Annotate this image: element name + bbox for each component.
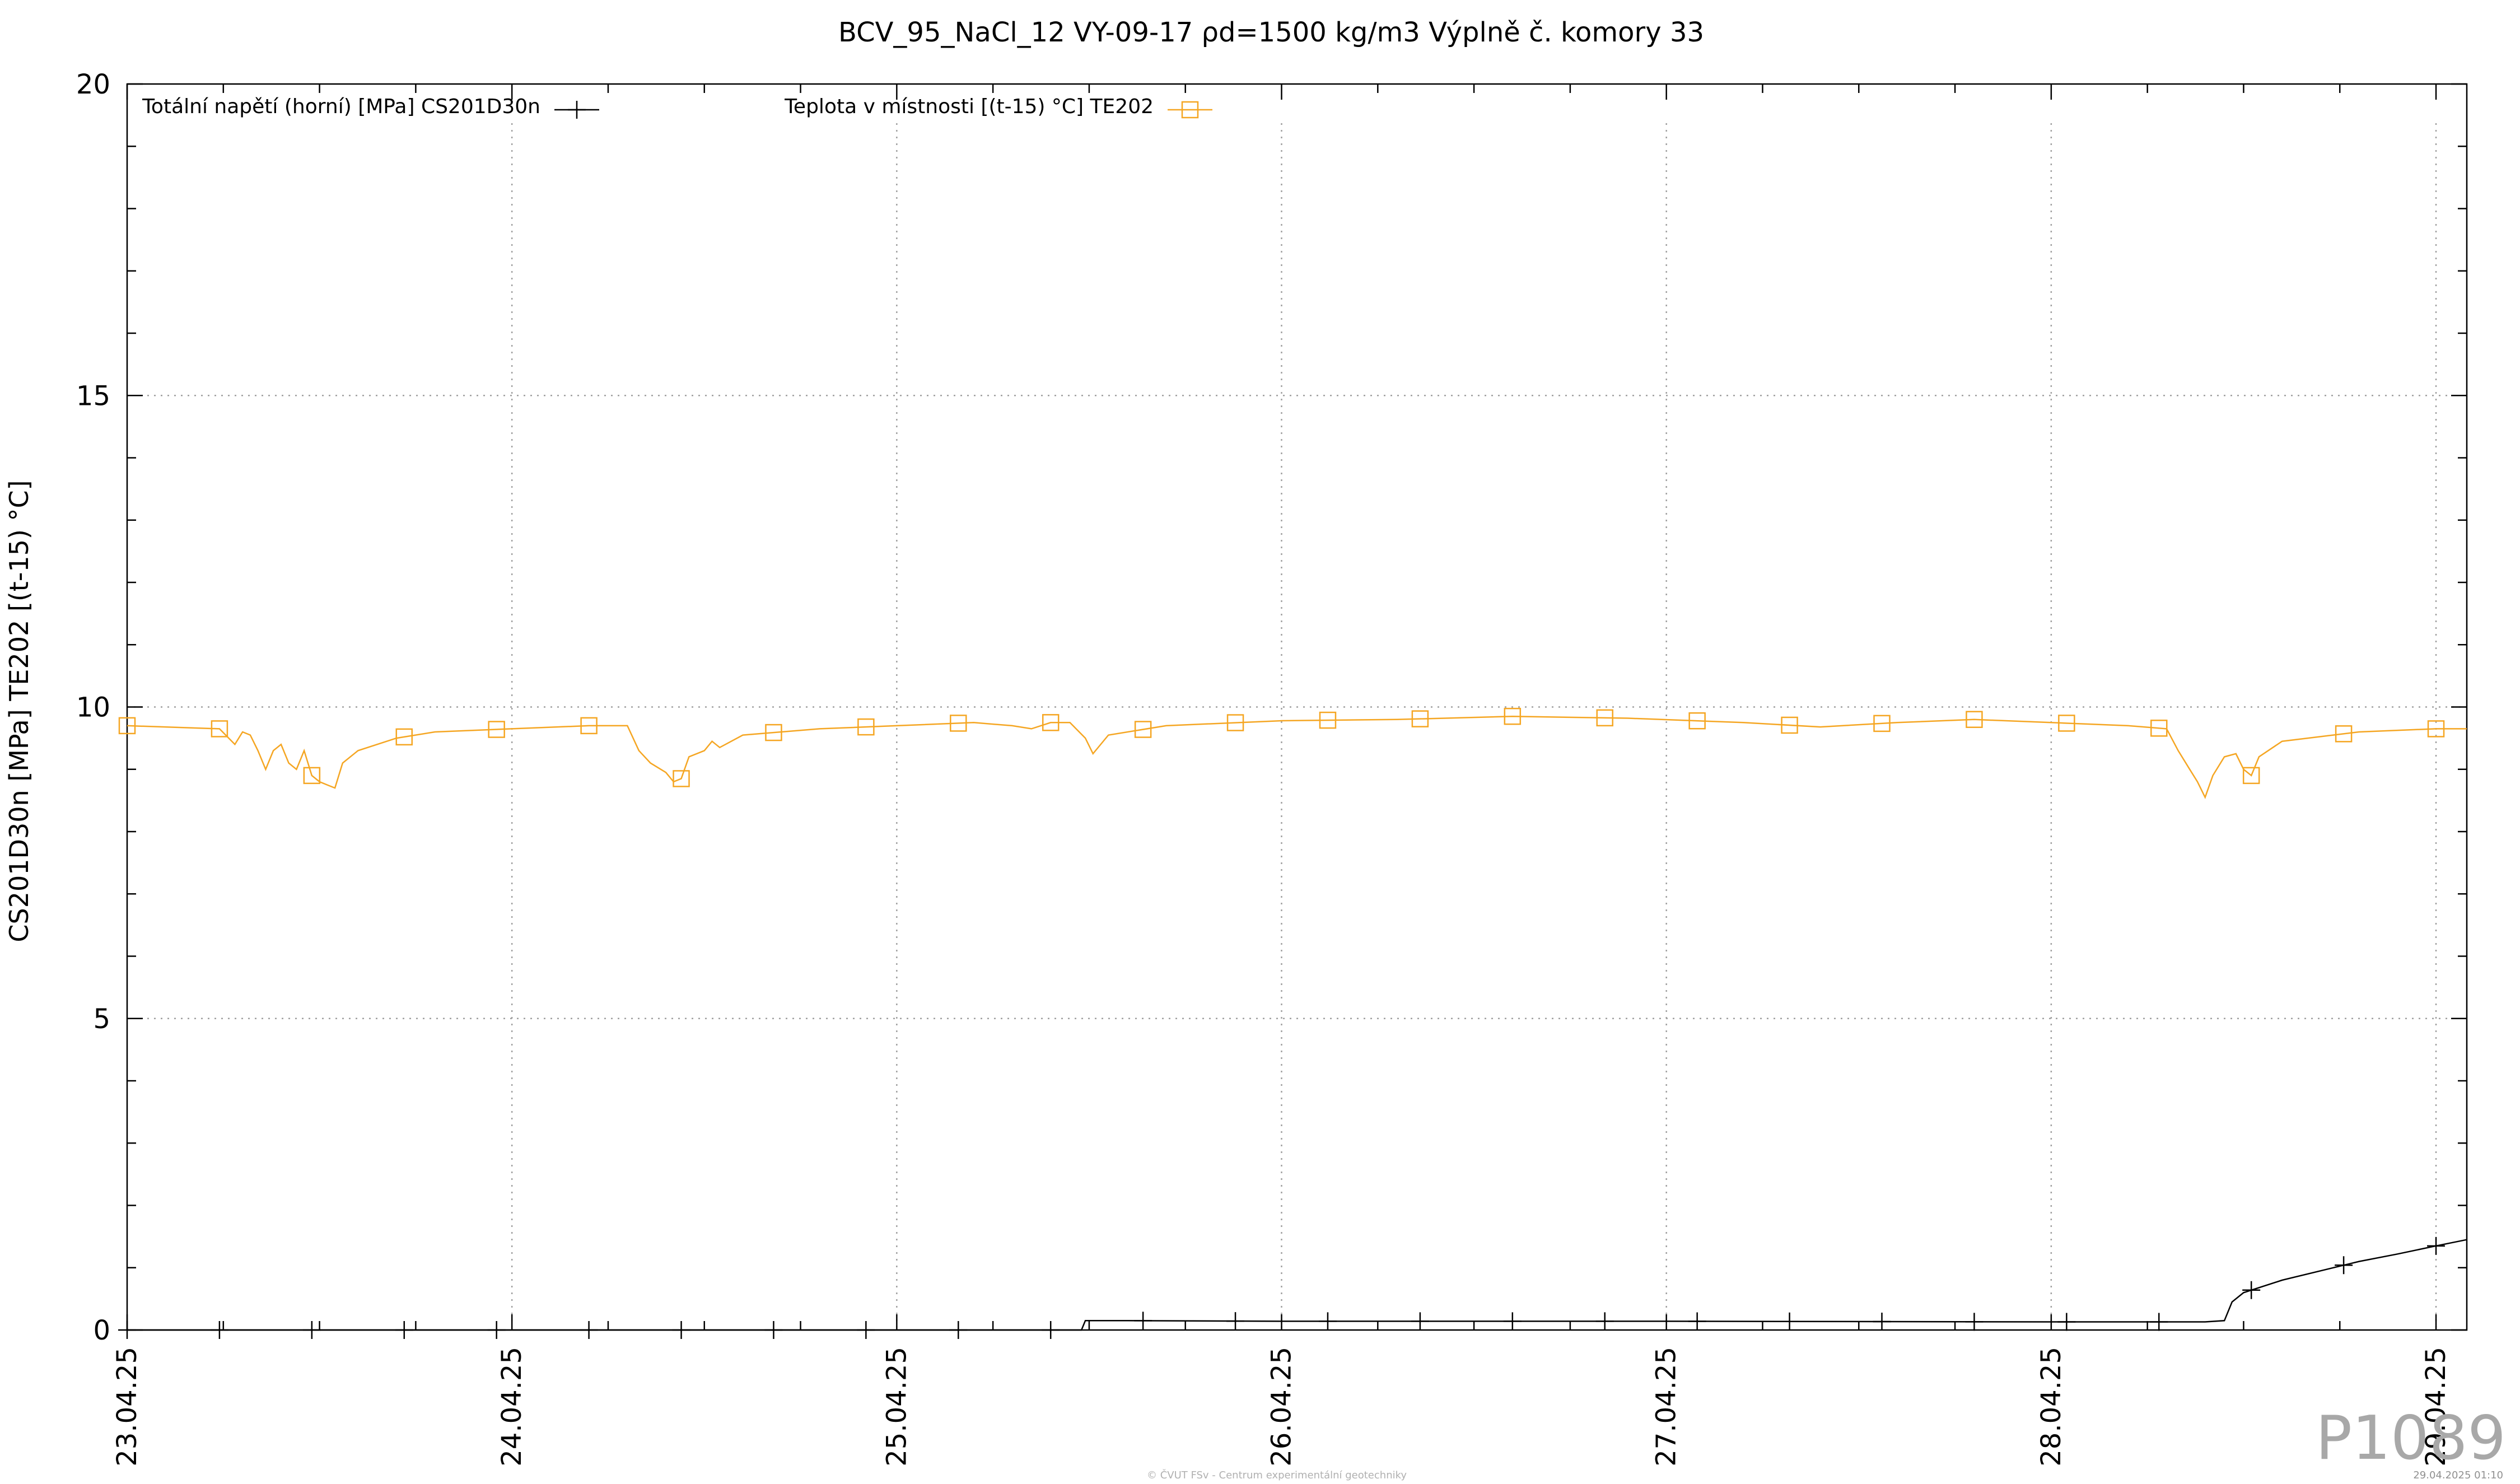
x-tick-label: 27.04.25 — [1651, 1347, 1682, 1467]
x-tick-label: 25.04.25 — [881, 1347, 912, 1467]
series-point-1 — [673, 770, 690, 787]
legend: Totální napětí (horní) [MPa] CS201D30n Te… — [142, 95, 1212, 119]
footer-credit: © ČVUT FSv - Centrum experimentální geot… — [1147, 1469, 1407, 1481]
series-point-1 — [1966, 711, 1983, 728]
series-point-0 — [1411, 1312, 1429, 1331]
series-point-1 — [1688, 712, 1706, 730]
series-point-1 — [1226, 714, 1244, 731]
chart-title: BCV_95_NaCl_12 VY-09-17 ρd=1500 kg/m3 Vý… — [838, 17, 1704, 48]
series-point-0 — [1134, 1312, 1152, 1330]
series-point-0 — [2242, 1281, 2261, 1299]
series-point-1 — [2427, 720, 2445, 738]
series-point-0 — [1873, 1313, 1891, 1331]
series-point-1 — [1781, 716, 1798, 734]
series-point-1 — [1596, 709, 1613, 727]
x-tick-label: 23.04.25 — [111, 1347, 143, 1467]
series-point-1 — [765, 724, 782, 741]
y-tick-label: 20 — [76, 69, 110, 100]
series-point-0 — [1688, 1312, 1706, 1331]
series-point-1 — [2058, 715, 2075, 732]
series-point-1 — [857, 718, 875, 736]
legend-label-1: Teplota v místnosti [(t-15) °C] TE202 — [784, 95, 1154, 118]
series-point-1 — [2335, 725, 2353, 743]
series-point-0 — [2057, 1313, 2076, 1331]
series — [118, 707, 2467, 1339]
x-tick-label: 28.04.25 — [2036, 1347, 2067, 1467]
series-point-0 — [949, 1321, 968, 1339]
series-point-0 — [672, 1321, 690, 1339]
series-point-1 — [211, 720, 228, 738]
series-point-1 — [2150, 720, 2168, 737]
series-point-1 — [950, 715, 967, 732]
watermark: P1089 — [2316, 1403, 2506, 1473]
series-point-1 — [1042, 714, 1060, 731]
axes: 0 5 10 15 20 23.04.25 24.04.25 25.04.25 26.04.25… — [76, 69, 2468, 1467]
series-point-1 — [1504, 707, 1522, 725]
series-point-0 — [1780, 1312, 1799, 1331]
series-point-1 — [1319, 711, 1337, 729]
series-point-0 — [210, 1321, 228, 1339]
series-point-1 — [1134, 721, 1152, 738]
series-point-1 — [1411, 710, 1429, 727]
series-point-0 — [2427, 1236, 2446, 1255]
series-point-0 — [1042, 1321, 1060, 1339]
x-tick-label: 24.04.25 — [496, 1347, 528, 1467]
legend-marker-0 — [568, 101, 586, 119]
y-axis-label: CS201D30n [MPa] TE202 [(t-15) °C] — [4, 480, 34, 942]
series-point-0 — [2150, 1313, 2168, 1331]
series-point-1 — [118, 717, 136, 735]
series-point-0 — [2335, 1256, 2353, 1275]
series-point-0 — [857, 1321, 875, 1339]
series-point-0 — [1965, 1313, 1984, 1331]
series-point-0 — [1226, 1312, 1245, 1331]
legend-marker-1 — [1181, 101, 1199, 119]
series-point-1 — [395, 728, 413, 746]
series-point-1 — [2242, 767, 2260, 785]
x-tick-label: 29.04.25 — [2420, 1347, 2452, 1467]
legend-label-0: Totální napětí (horní) [MPa] CS201D30n — [142, 95, 540, 118]
series-point-0 — [395, 1321, 413, 1339]
y-tick-label: 5 — [93, 1004, 110, 1035]
series-point-0 — [487, 1321, 506, 1339]
series-point-1 — [488, 721, 505, 738]
series-point-1 — [1873, 715, 1891, 732]
series-line-0 — [127, 1239, 2467, 1331]
series-point-0 — [580, 1321, 598, 1339]
series-point-0 — [1595, 1312, 1614, 1331]
grid — [127, 123, 2467, 1330]
footer-timestamp: 29.04.2025 01:10 — [2413, 1469, 2503, 1481]
series-point-1 — [580, 717, 598, 735]
series-point-0 — [302, 1321, 321, 1339]
series-point-0 — [764, 1321, 783, 1339]
series-line-1 — [127, 715, 2467, 800]
y-tick-label: 10 — [76, 692, 110, 724]
series-point-0 — [1503, 1312, 1522, 1331]
y-tick-label: 15 — [76, 380, 110, 412]
x-tick-label: 26.04.25 — [1266, 1347, 1298, 1467]
series-point-1 — [303, 767, 321, 785]
y-tick-label: 0 — [93, 1315, 110, 1346]
series-point-0 — [1318, 1312, 1337, 1331]
series-point-0 — [118, 1321, 136, 1339]
